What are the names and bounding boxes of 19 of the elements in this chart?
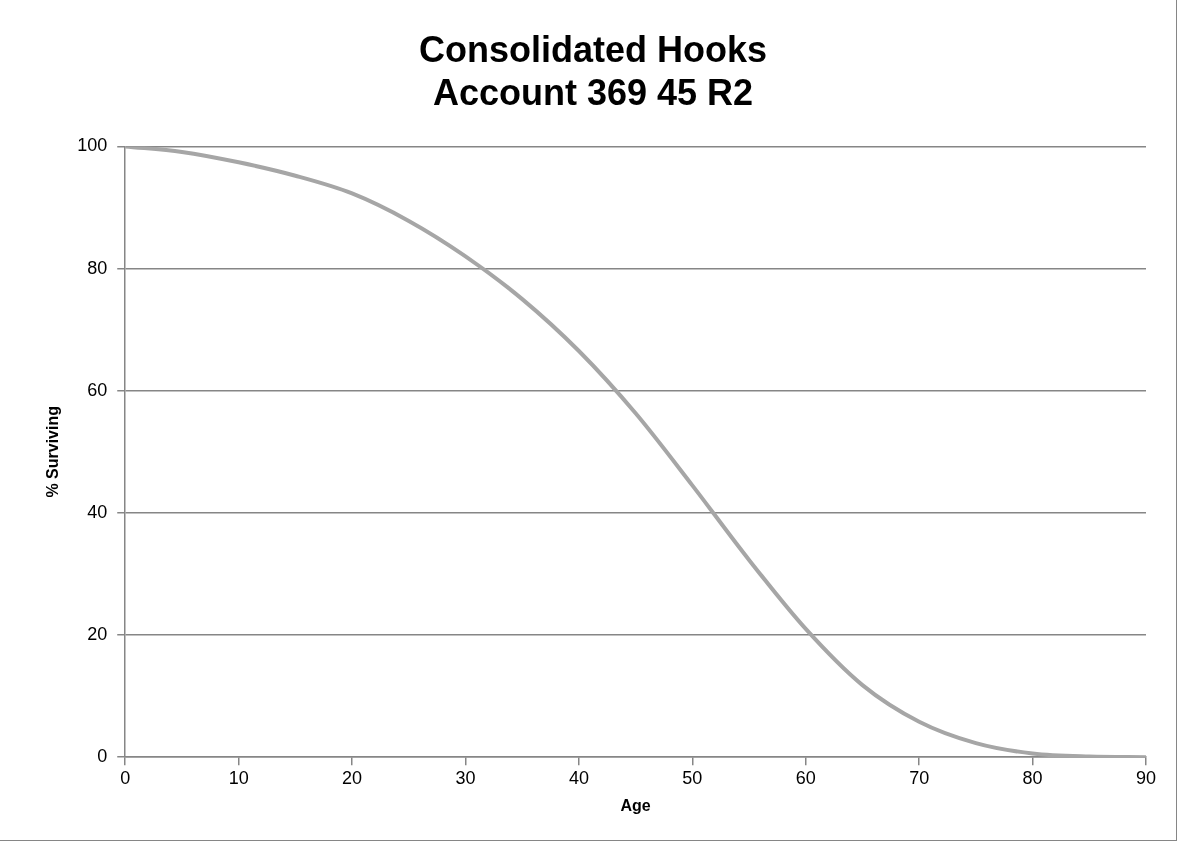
y-tick-label: 100 [77,135,108,156]
y-tick-label: 0 [97,746,108,767]
x-tick-label: 70 [909,767,930,788]
y-tick-label: 80 [87,257,108,278]
x-tick-label: 90 [1135,767,1157,788]
x-tick-label: 60 [795,767,816,788]
x-tick-label: 40 [568,767,589,788]
y-tick-label: 60 [87,379,108,400]
x-tick-label: 80 [1022,767,1043,788]
x-tick-label: 10 [228,767,249,788]
x-tick-label: 0 [120,767,131,788]
chart-title: Consolidated Hooks Account 369 45 R2 [418,28,768,113]
y-axis-title: % Surviving [44,406,62,498]
x-tick-label: 50 [682,767,703,788]
x-tick-label: 30 [455,767,476,788]
y-tick-label: 20 [87,624,108,645]
y-tick-label: 40 [87,501,108,522]
x-axis-title: Age [620,796,651,814]
x-tick-label: 20 [342,767,363,788]
